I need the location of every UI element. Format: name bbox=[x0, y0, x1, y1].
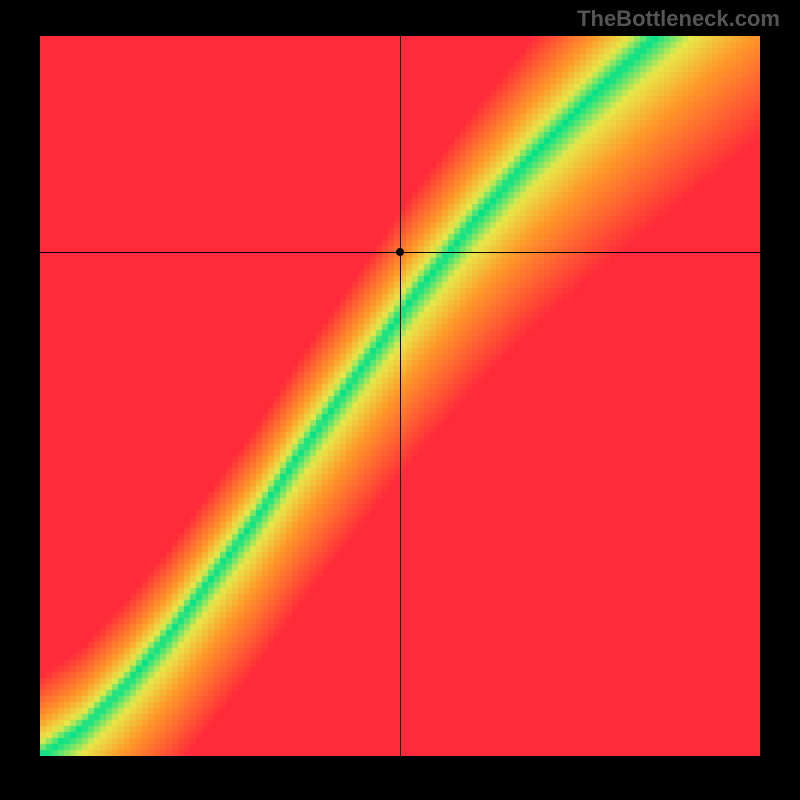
crosshair-vertical bbox=[400, 36, 401, 756]
watermark-text: TheBottleneck.com bbox=[577, 6, 780, 32]
data-point bbox=[396, 248, 404, 256]
chart-container: TheBottleneck.com bbox=[0, 0, 800, 800]
plot-area bbox=[40, 36, 760, 756]
